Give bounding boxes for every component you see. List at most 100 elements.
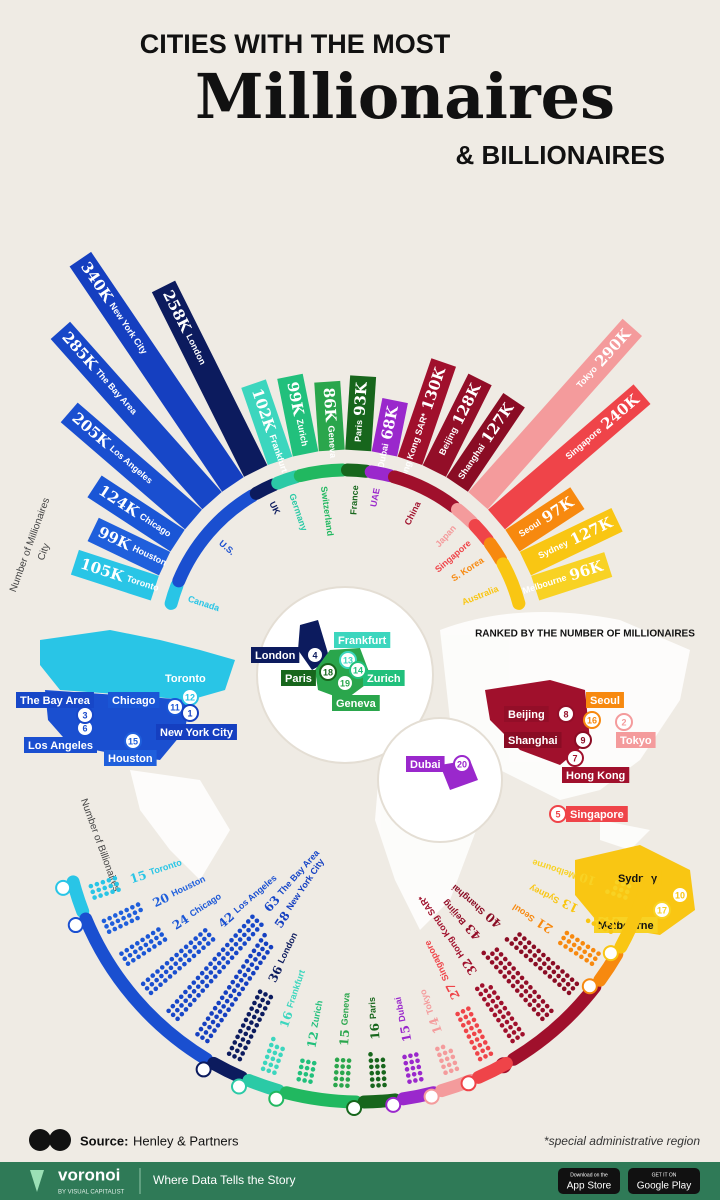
rank: 3 — [82, 710, 87, 720]
dot — [225, 960, 231, 965]
dot — [504, 937, 510, 942]
rank: 9 — [580, 735, 585, 745]
dot — [261, 955, 267, 960]
value-label: 15 — [128, 867, 148, 885]
dot — [200, 1035, 205, 1040]
button-text-small[interactable]: GET IT ON — [652, 1172, 677, 1178]
dot — [255, 943, 260, 948]
bar-label: 86K Geneva — [320, 387, 343, 459]
dot — [485, 1002, 491, 1007]
dot — [163, 978, 168, 983]
dot — [254, 1009, 260, 1014]
dot — [259, 922, 264, 928]
google-play-button[interactable]: GET IT ON Google Play — [628, 1168, 700, 1194]
dot — [231, 988, 237, 994]
dot — [414, 1052, 419, 1057]
dot — [374, 1057, 380, 1063]
dot — [233, 933, 238, 938]
dot — [112, 926, 118, 932]
dot — [240, 1023, 246, 1028]
rank-badge — [557, 705, 575, 723]
country-arc — [79, 912, 214, 1066]
dot — [260, 946, 265, 952]
dot — [573, 951, 579, 956]
dot — [122, 956, 128, 961]
dot — [405, 1073, 411, 1078]
button-text[interactable]: Google Play — [637, 1181, 691, 1192]
dot — [257, 1003, 263, 1008]
dot — [522, 936, 527, 941]
dot-label: 15 Dubai — [391, 996, 414, 1044]
ranks-title: RANKED BY THE NUMBER OF MILLIONAIRES — [475, 629, 695, 640]
dot — [221, 1004, 226, 1009]
dot — [448, 1068, 454, 1074]
dot — [306, 1059, 311, 1065]
dot — [114, 881, 120, 887]
dot — [345, 1083, 350, 1089]
title-line1: CITIES WITH THE MOST — [140, 29, 451, 59]
dot — [345, 1070, 351, 1076]
dot — [162, 937, 168, 942]
dot — [502, 965, 508, 971]
button-bg[interactable] — [628, 1168, 700, 1194]
dot — [134, 941, 140, 946]
button-text-small[interactable]: Download on the — [570, 1172, 608, 1178]
dot — [236, 991, 242, 997]
dot — [333, 1070, 339, 1075]
dot — [143, 942, 149, 948]
dot — [251, 970, 256, 976]
dot — [233, 941, 239, 947]
dot — [418, 1077, 424, 1082]
dot — [368, 1052, 373, 1057]
dot — [260, 1066, 266, 1072]
dot — [490, 998, 496, 1004]
dot — [237, 969, 243, 975]
dot — [241, 964, 246, 969]
dot — [124, 907, 129, 913]
dot — [608, 929, 614, 935]
dot — [515, 979, 520, 985]
bar — [519, 508, 623, 576]
app-store-button[interactable]: Download on the App Store — [558, 1168, 620, 1194]
dot — [229, 937, 234, 943]
map-china — [485, 680, 590, 765]
dot — [605, 921, 611, 926]
dot — [311, 1060, 317, 1066]
dot — [382, 1082, 387, 1088]
dot — [472, 1045, 477, 1051]
dot — [558, 940, 563, 946]
dot — [121, 915, 126, 921]
dot — [205, 1038, 210, 1044]
dot — [205, 1016, 211, 1021]
dot — [187, 1002, 193, 1008]
dot — [503, 1028, 508, 1033]
dot — [442, 1050, 448, 1056]
map-label-bg — [281, 670, 316, 686]
dot — [443, 1070, 448, 1076]
dot — [272, 1050, 278, 1056]
dot — [153, 986, 159, 992]
button-bg[interactable] — [558, 1168, 620, 1194]
dot — [216, 960, 222, 966]
dot — [135, 915, 140, 921]
flag — [67, 917, 84, 934]
dot — [510, 983, 516, 989]
dot — [250, 931, 256, 937]
dot — [253, 957, 258, 962]
dot — [208, 961, 213, 967]
dot — [518, 940, 523, 946]
dot — [112, 876, 118, 881]
dot — [488, 985, 494, 990]
dot — [208, 1033, 214, 1039]
dot — [159, 932, 164, 937]
dot — [542, 970, 548, 975]
dot — [252, 1000, 257, 1006]
button-text[interactable]: App Store — [567, 1181, 612, 1192]
dot — [532, 989, 537, 995]
dot — [439, 1058, 444, 1064]
dot — [563, 944, 568, 949]
dot — [224, 998, 230, 1004]
value-label: 13 — [560, 896, 581, 916]
dot-column — [333, 1057, 352, 1089]
